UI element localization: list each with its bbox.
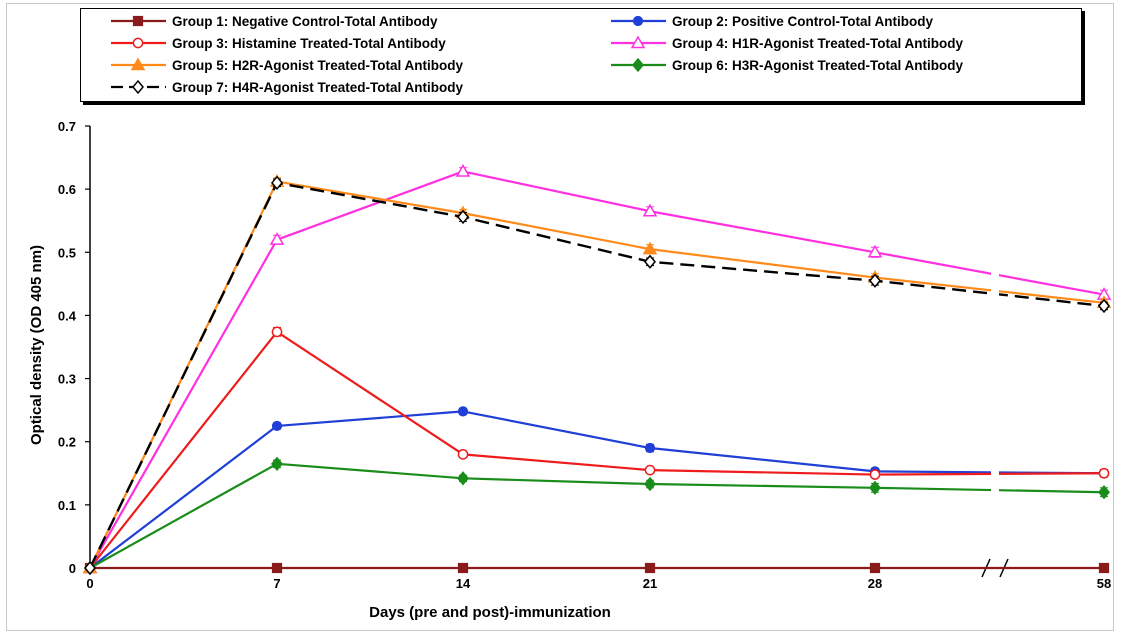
point [457, 562, 469, 574]
point [1098, 485, 1110, 500]
point [867, 244, 883, 258]
point [869, 480, 881, 495]
x-tick-label: 0 [86, 576, 93, 591]
point [644, 442, 656, 454]
x-tick-label: 28 [868, 576, 882, 591]
series-line [88, 181, 1105, 569]
y-tick-label: 0.6 [58, 182, 76, 197]
series-line [89, 170, 1105, 569]
point [869, 273, 881, 288]
series-6 [84, 456, 1110, 576]
point [271, 456, 283, 471]
point [457, 406, 469, 417]
point [271, 326, 283, 338]
point [869, 469, 881, 480]
point [632, 57, 644, 73]
point [1098, 298, 1110, 314]
y-tick-label: 0.5 [58, 245, 76, 260]
legend-entry-6: Group 6: H3R-Agonist Treated-Total Antib… [611, 57, 963, 73]
series-line [89, 410, 1105, 569]
legend-label: Group 5: H2R-Agonist Treated-Total Antib… [172, 58, 463, 73]
legend-label: Group 6: H3R-Agonist Treated-Total Antib… [672, 58, 963, 73]
legend-svg: Group 1: Negative Control-Total Antibody… [111, 14, 963, 95]
point [84, 560, 96, 576]
legend-label: Group 7: H4R-Agonist Treated-Total Antib… [172, 80, 463, 95]
y-axis-title: Optical density (OD 405 nm) [28, 245, 45, 445]
point [630, 35, 646, 49]
axis-break-gap [991, 121, 999, 561]
point [457, 448, 469, 460]
point [644, 254, 656, 269]
legend-entry-1: Group 1: Negative Control-Total Antibody [111, 14, 438, 29]
legend-entry-5: Group 5: H2R-Agonist Treated-Total Antib… [111, 57, 463, 73]
point [869, 562, 881, 574]
point [271, 562, 283, 574]
y-tick-label: 0 [69, 561, 76, 576]
point [271, 420, 283, 432]
x-tick-label: 14 [456, 576, 471, 591]
point [132, 79, 144, 95]
series-5 [82, 174, 1112, 574]
legend-label: Group 1: Negative Control-Total Antibody [172, 14, 438, 29]
legend-entry-3: Group 3: Histamine Treated-Total Antibod… [111, 36, 446, 51]
series-line [89, 330, 1105, 569]
axes: 0 0.1 0.2 0.3 0.4 0.5 0.6 0.7 0 7 14 21 28 58 [58, 119, 1111, 591]
point [130, 57, 146, 71]
x-axis-title: Days (pre and post)-immunization [369, 604, 611, 621]
legend-label: Group 2: Positive Control-Total Antibody [672, 14, 933, 29]
y-tick-label: 0.2 [58, 435, 76, 450]
point [632, 15, 644, 27]
x-tick-label: 7 [273, 576, 280, 591]
legend-entry-4: Group 4: H1R-Agonist Treated-Total Antib… [611, 35, 963, 51]
point [132, 37, 144, 49]
point [1098, 467, 1110, 479]
y-tick-label: 0.4 [58, 308, 77, 323]
point [269, 232, 285, 245]
point [1098, 562, 1110, 574]
point [642, 241, 658, 255]
legend-label: Group 4: H1R-Agonist Treated-Total Antib… [672, 36, 963, 51]
point [642, 203, 658, 217]
y-tick-label: 0.3 [58, 372, 76, 387]
series-4 [82, 163, 1112, 574]
series-layer [82, 121, 1112, 576]
point [457, 209, 469, 225]
series-7 [84, 175, 1110, 576]
point [457, 471, 469, 486]
y-tick-label: 0.1 [58, 498, 76, 513]
x-tick-label: 58 [1097, 576, 1111, 591]
x-tick-label: 21 [643, 576, 657, 591]
point [644, 476, 656, 492]
chart-frame [6, 3, 1114, 631]
legend: Group 1: Negative Control-Total Antibody… [80, 8, 1082, 102]
series-1 [84, 562, 1110, 574]
point [644, 464, 656, 476]
legend-entry-2: Group 2: Positive Control-Total Antibody [611, 14, 933, 29]
point [644, 562, 656, 574]
point [271, 175, 283, 191]
series-3 [84, 326, 1110, 574]
point [455, 163, 471, 177]
y-tick-label: 0.7 [58, 119, 76, 134]
series-line [89, 462, 1105, 569]
legend-label: Group 3: Histamine Treated-Total Antibod… [172, 36, 446, 51]
legend-entry-7: Group 7: H4R-Agonist Treated-Total Antib… [111, 79, 463, 95]
point [132, 15, 144, 27]
